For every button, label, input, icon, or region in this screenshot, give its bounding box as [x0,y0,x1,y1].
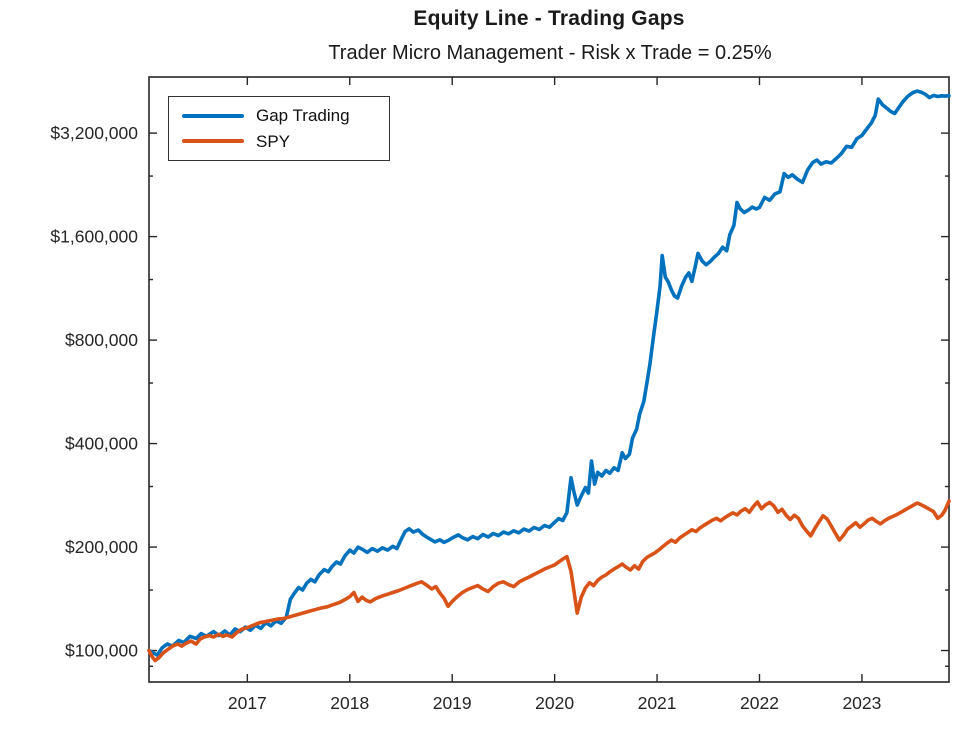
legend-entry-spy: SPY [182,133,389,150]
legend-label-spy: SPY [256,131,291,151]
axes-box [148,76,950,683]
chart-subtitle: Trader Micro Management - Risk x Trade =… [328,42,772,64]
spy-line [147,499,951,663]
x-tick-label: 2023 [842,693,881,713]
x-tick-label: 2018 [330,693,369,713]
x-tick-label: 2022 [740,693,779,713]
legend-entry-gap-trading: Gap Trading [182,107,389,124]
chart-title: Equity Line - Trading Gaps [413,7,685,30]
x-tick-label: 2021 [638,693,677,713]
legend-line-sample-gap-trading [182,113,244,118]
legend-label-gap-trading: Gap Trading [256,106,350,126]
x-tick-label: 2017 [228,693,267,713]
y-tick-label: $200,000 [65,537,138,557]
x-tick-label: 2019 [433,693,472,713]
y-tick-label: $800,000 [65,330,138,350]
y-tick-label: $3,200,000 [50,123,138,143]
legend: Gap Trading SPY [168,96,390,161]
legend-line-sample-spy [182,139,244,144]
x-tick-label: 2020 [535,693,574,713]
gap-trading-line [147,89,951,657]
y-tick-label: $1,600,000 [50,227,138,247]
y-tick-label: $400,000 [65,434,138,454]
y-tick-label: $100,000 [65,641,138,661]
